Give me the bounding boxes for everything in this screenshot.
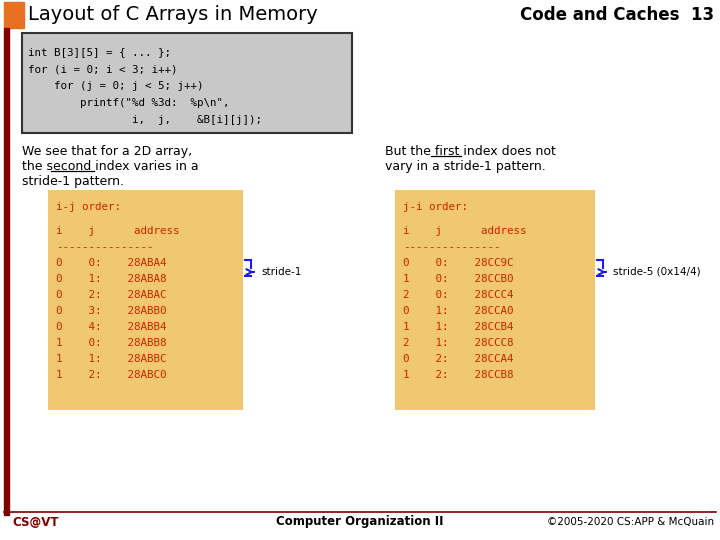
Text: ©2005-2020 CS:APP & McQuain: ©2005-2020 CS:APP & McQuain xyxy=(547,517,714,527)
Text: for (i = 0; i < 3; i++): for (i = 0; i < 3; i++) xyxy=(28,64,178,74)
Bar xyxy=(48,190,243,410)
Text: i    j      address: i j address xyxy=(56,226,179,236)
Text: ---------------: --------------- xyxy=(56,242,153,252)
Text: int B[3][5] = { ... };: int B[3][5] = { ... }; xyxy=(28,47,171,57)
Text: CS@VT: CS@VT xyxy=(12,516,58,529)
Text: i    j      address: i j address xyxy=(403,226,526,236)
Text: 0    2:    28CCA4: 0 2: 28CCA4 xyxy=(403,354,513,364)
Text: We see that for a 2D array,: We see that for a 2D array, xyxy=(22,145,192,158)
Text: 1    1:    28CCB4: 1 1: 28CCB4 xyxy=(403,322,513,332)
Text: 2    1:    28CCC8: 2 1: 28CCC8 xyxy=(403,338,513,348)
Text: Computer Organization II: Computer Organization II xyxy=(276,516,444,529)
Text: 0    2:    28ABAC: 0 2: 28ABAC xyxy=(56,290,166,300)
Text: 0    0:    28CC9C: 0 0: 28CC9C xyxy=(403,258,513,268)
Text: stride-1: stride-1 xyxy=(261,267,302,277)
Text: j-i order:: j-i order: xyxy=(403,202,468,212)
Bar xyxy=(4,2,24,28)
Text: But the first index does not: But the first index does not xyxy=(385,145,556,158)
Text: i-j order:: i-j order: xyxy=(56,202,121,212)
Text: stride-1 pattern.: stride-1 pattern. xyxy=(22,175,124,188)
Text: printf("%d %3d:  %p\n",: printf("%d %3d: %p\n", xyxy=(28,98,230,108)
Bar xyxy=(4,28,9,515)
Text: i,  j,    &B[i][j]);: i, j, &B[i][j]); xyxy=(28,115,262,125)
Bar xyxy=(22,33,352,133)
Text: ---------------: --------------- xyxy=(403,242,500,252)
Text: 0    1:    28ABA8: 0 1: 28ABA8 xyxy=(56,274,166,284)
Text: 0    1:    28CCA0: 0 1: 28CCA0 xyxy=(403,306,513,316)
Text: stride-5 (0x14/4): stride-5 (0x14/4) xyxy=(613,267,701,277)
Text: 1    0:    28ABB8: 1 0: 28ABB8 xyxy=(56,338,166,348)
Text: vary in a stride-1 pattern.: vary in a stride-1 pattern. xyxy=(385,160,546,173)
Text: Code and Caches  13: Code and Caches 13 xyxy=(520,6,714,24)
Text: 0    0:    28ABA4: 0 0: 28ABA4 xyxy=(56,258,166,268)
Text: 1    2:    28ABC0: 1 2: 28ABC0 xyxy=(56,370,166,380)
Bar xyxy=(395,190,595,410)
Text: 2    0:    28CCC4: 2 0: 28CCC4 xyxy=(403,290,513,300)
Text: the second index varies in a: the second index varies in a xyxy=(22,160,199,173)
Text: 0    3:    28ABB0: 0 3: 28ABB0 xyxy=(56,306,166,316)
Text: 0    4:    28ABB4: 0 4: 28ABB4 xyxy=(56,322,166,332)
Text: for (j = 0; j < 5; j++): for (j = 0; j < 5; j++) xyxy=(28,81,204,91)
Text: 1    2:    28CCB8: 1 2: 28CCB8 xyxy=(403,370,513,380)
Text: Layout of C Arrays in Memory: Layout of C Arrays in Memory xyxy=(28,5,318,24)
Text: 1    1:    28ABBC: 1 1: 28ABBC xyxy=(56,354,166,364)
Text: 1    0:    28CCB0: 1 0: 28CCB0 xyxy=(403,274,513,284)
